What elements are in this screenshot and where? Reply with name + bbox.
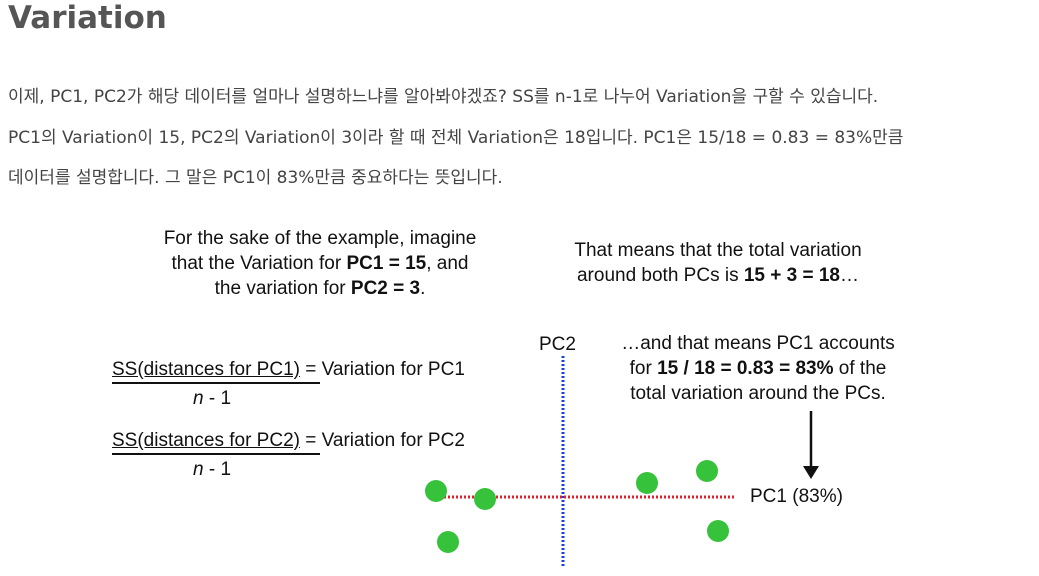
accounts-line-2: for 15 / 18 = 0.83 = 83% of the — [629, 358, 887, 379]
accounts-line-1: …and that means PC1 accounts — [621, 333, 895, 354]
accounts-text: …and that means PC1 accounts for 15 / 18… — [596, 331, 920, 406]
accounts-line-3: total variation around the PCs. — [630, 383, 886, 404]
data-point — [707, 520, 729, 542]
pc1-label: PC1 (83%) — [750, 486, 843, 507]
total-variation-text: That means that the total variation arou… — [548, 238, 888, 288]
formula-pc1-fraction-bar — [112, 382, 320, 384]
paragraph-line-2: PC1의 Variation이 15, PC2의 Variation이 3이라 … — [8, 128, 904, 148]
data-point — [437, 531, 459, 553]
example-line-1: For the sake of the example, imagine — [163, 228, 477, 249]
formula-pc1-denominator: n - 1 — [193, 388, 232, 409]
formula-pc2-numerator: SS(distances for PC2) = Variation for PC… — [112, 430, 465, 451]
example-line-2: that the Variation for PC1 = 15, and — [171, 253, 469, 274]
data-point — [474, 488, 496, 510]
data-point — [425, 480, 447, 502]
total-line-2: around both PCs is 15 + 3 = 18… — [576, 265, 860, 286]
formula-pc2-denominator: n - 1 — [193, 459, 232, 480]
total-line-1: That means that the total variation — [574, 240, 862, 261]
paragraph-line-3: 데이터를 설명합니다. 그 말은 PC1이 83%만큼 중요하다는 뜻입니다. — [8, 168, 503, 188]
page-title: Variation — [8, 0, 167, 36]
data-point — [696, 460, 718, 482]
example-text: For the sake of the example, imagine tha… — [140, 226, 500, 301]
example-line-3: the variation for PC2 = 3. — [214, 278, 426, 299]
paragraph-line-1: 이제, PC1, PC2가 해당 데이터를 얼마나 설명하느냐를 알아봐야겠죠?… — [8, 87, 879, 107]
pc2-label: PC2 — [539, 334, 576, 355]
formula-pc1-numerator: SS(distances for PC1) = Variation for PC… — [112, 359, 465, 380]
formula-pc2-fraction-bar — [112, 453, 320, 455]
data-point — [636, 472, 658, 494]
arrow-head-icon — [803, 466, 819, 479]
